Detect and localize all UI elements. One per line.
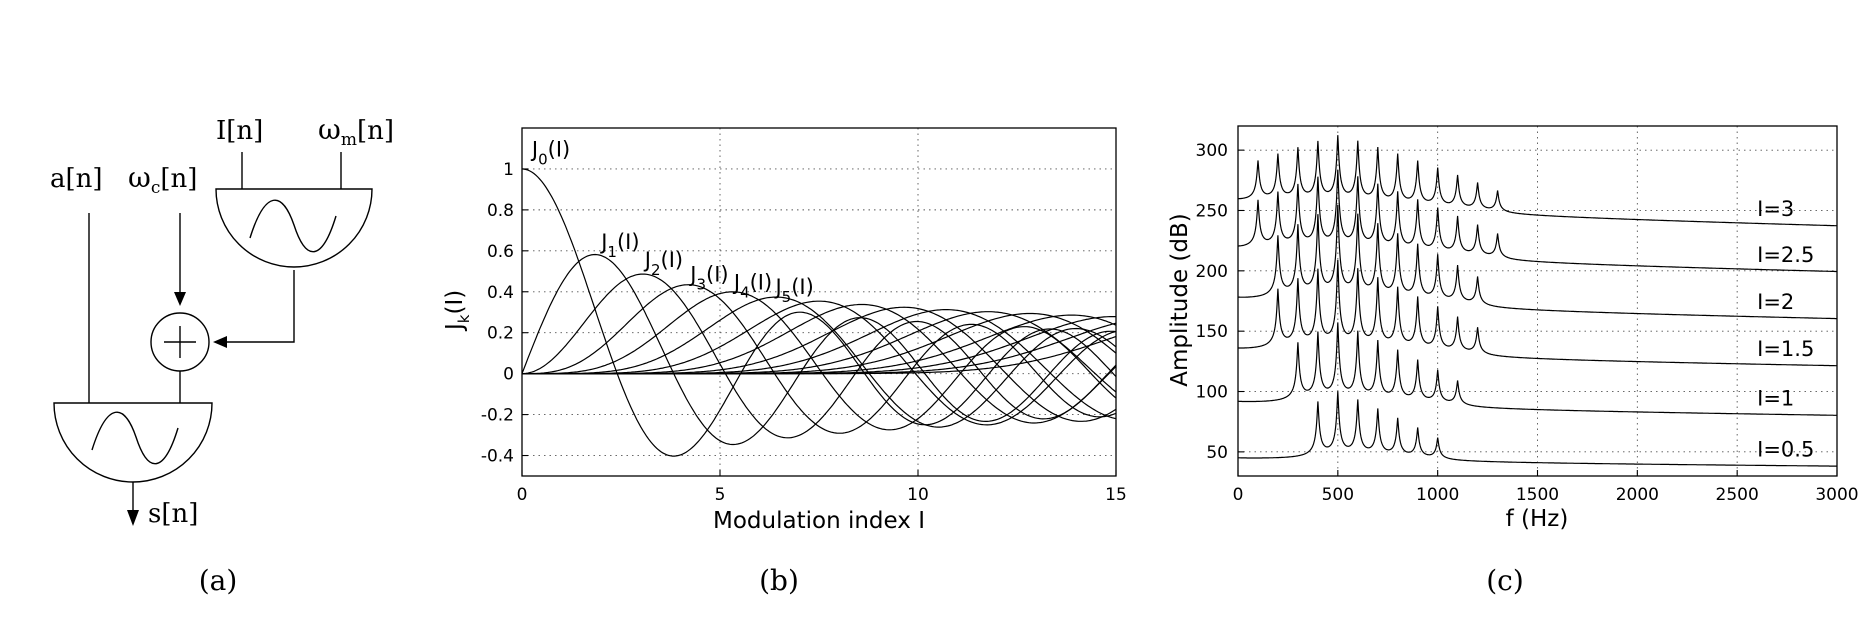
spectrum-curve — [1237, 135, 1837, 227]
spectrum-series-label: I=1 — [1757, 387, 1794, 411]
output-arrowhead — [127, 510, 139, 526]
spectrum-ticks — [1237, 149, 1838, 476]
fm-block-diagram: a[n] ωc[n] I[n] ωm[n] s[n] — [50, 113, 394, 529]
spectrum-x-tick-label: 1500 — [1516, 485, 1559, 505]
index-label: I[n] — [216, 116, 263, 146]
bessel-y-tick-label: -0.4 — [481, 447, 514, 467]
spectrum-series-label: I=0.5 — [1757, 437, 1814, 461]
mod-freq-label: ωm[n] — [318, 113, 394, 150]
modulator-oscillator — [215, 188, 373, 268]
bessel-y-tick-label: -0.2 — [481, 406, 514, 426]
modulator-output-arrowhead — [213, 336, 227, 348]
spectrum-x-axis-label: f (Hz) — [1506, 506, 1569, 532]
bessel-x-tick-label: 15 — [1105, 485, 1127, 505]
carrier-oscillator — [53, 402, 213, 483]
bessel-chart: 0 5 10 15-0.4-0.200.20.40.60.81 J0(I)J1(I)J… — [442, 127, 1127, 534]
spectrum-curve — [1237, 169, 1837, 273]
spectrum-y-axis-label: Amplitude (dB) — [1167, 213, 1193, 387]
bessel-curve-j3 — [522, 284, 1117, 434]
output-label: s[n] — [148, 499, 198, 529]
bessel-series-label: J1(I) — [599, 230, 639, 261]
bessel-curves — [521, 168, 1117, 457]
spectrum-y-tick-label: 200 — [1196, 262, 1228, 282]
spectrum-chart: 0 500 1000 1500 2000 2500 3000 50 100 150 200 250 30… — [1167, 125, 1859, 532]
spectrum-y-tick-label: 250 — [1196, 201, 1228, 221]
spectrum-curve — [1237, 322, 1837, 416]
spectrum-x-tick-label: 3000 — [1815, 485, 1858, 505]
bessel-series-label: J2(I) — [643, 248, 683, 279]
bessel-curve-j1 — [521, 253, 1117, 446]
bessel-y-tick-label: 0.6 — [487, 242, 514, 262]
spectrum-curve — [1237, 391, 1837, 467]
spectrum-y-tick-label: 100 — [1196, 383, 1228, 403]
modulator-output-line — [227, 270, 295, 343]
spectrum-x-tick-label: 500 — [1322, 485, 1354, 505]
spectrum-y-tick-label: 300 — [1196, 141, 1228, 161]
bessel-curve-j4 — [522, 291, 1117, 431]
bessel-tick-labels: 0 5 10 15 -0.4 -0.2 0 0.2 0.4 0.6 0.8 1 — [481, 160, 1127, 505]
bessel-x-tick-label: 0 — [517, 485, 528, 505]
bessel-curve-j8 — [522, 306, 1117, 422]
caption-a: (a) — [199, 564, 238, 597]
bessel-y-tick-label: 0.4 — [487, 283, 514, 303]
bessel-ticks — [521, 168, 1117, 476]
bessel-x-tick-label: 10 — [907, 485, 929, 505]
bessel-grid — [522, 128, 1116, 476]
spectrum-y-tick-label: 50 — [1206, 443, 1228, 463]
bessel-series-label: J5(I) — [773, 275, 813, 306]
bessel-series-label: J3(I) — [688, 263, 728, 294]
spectrum-x-tick-label: 2500 — [1716, 485, 1759, 505]
bessel-x-tick-label: 5 — [715, 485, 726, 505]
spectrum-series-label: I=1.5 — [1757, 337, 1814, 361]
bessel-y-tick-label: 0.2 — [487, 324, 514, 344]
spectrum-curve — [1238, 259, 1837, 367]
spectrum-series-label: I=3 — [1757, 197, 1794, 221]
bessel-x-axis-label: Modulation index I — [713, 508, 925, 534]
bessel-y-tick-label: 0.8 — [487, 201, 514, 221]
bessel-curve-j0 — [521, 168, 1117, 457]
bessel-curve-j6 — [522, 300, 1117, 426]
spectrum-series-labels: I=0.5 I=1 I=1.5 I=2 I=2.5 I=3 — [1757, 197, 1814, 461]
spectrum-x-tick-label: 0 — [1233, 485, 1244, 505]
spectrum-series-label: I=2.5 — [1757, 243, 1814, 267]
caption-c: (c) — [1486, 564, 1524, 597]
spectrum-tick-labels: 0 500 1000 1500 2000 2500 3000 50 100 150 200 250 30… — [1196, 141, 1859, 505]
bessel-curve-j12 — [522, 314, 1117, 375]
bessel-series-label: J0(I) — [530, 138, 570, 169]
bessel-plot-frame — [521, 127, 1117, 477]
bessel-series-label: J4(I) — [732, 271, 772, 302]
carrier-sine-icon — [91, 411, 179, 465]
bessel-y-axis-label: Jk(I) — [442, 290, 473, 332]
carrier-freq-arrowhead — [174, 292, 186, 306]
caption-b: (b) — [759, 564, 799, 597]
carrier-freq-label: ωc[n] — [128, 161, 197, 198]
bessel-curve-j2 — [522, 273, 1117, 439]
bessel-curve-j15 — [522, 335, 1117, 375]
spectrum-x-tick-label: 2000 — [1616, 485, 1659, 505]
amplitude-label: a[n] — [50, 164, 103, 194]
bessel-y-tick-label: 1 — [503, 160, 514, 180]
modulator-sine-icon — [249, 199, 337, 253]
spectrum-curves — [1237, 135, 1837, 467]
bessel-curve-j7 — [522, 303, 1117, 424]
bessel-series-labels: J0(I) J1(I)J2(I)J3(I) J4(I) J5(I) — [530, 138, 814, 306]
spectrum-grid — [1238, 126, 1837, 476]
spectrum-curve — [1237, 204, 1837, 320]
bessel-curve-j9 — [522, 309, 1117, 420]
spectrum-series-label: I=2 — [1757, 290, 1794, 314]
bessel-y-tick-label: 0 — [503, 365, 514, 385]
spectrum-y-tick-label: 150 — [1196, 322, 1228, 342]
spectrum-x-tick-label: 1000 — [1416, 485, 1459, 505]
